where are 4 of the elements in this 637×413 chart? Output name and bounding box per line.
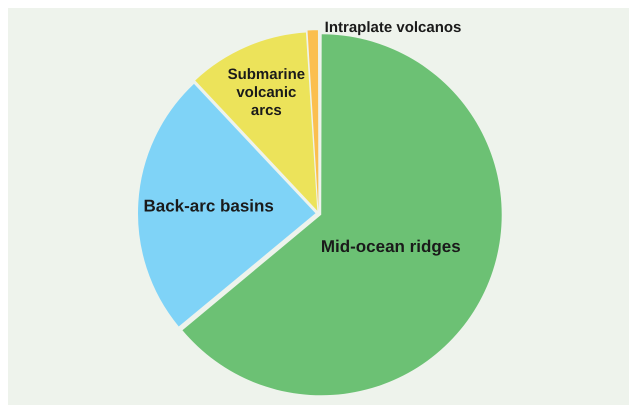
slice-label: Back-arc basins [143, 196, 274, 216]
slice-label: Intraplate volcanos [324, 19, 462, 36]
slice-label: Submarine volcanic arcs [228, 66, 306, 120]
slice-label: Mid-ocean ridges [320, 237, 461, 256]
